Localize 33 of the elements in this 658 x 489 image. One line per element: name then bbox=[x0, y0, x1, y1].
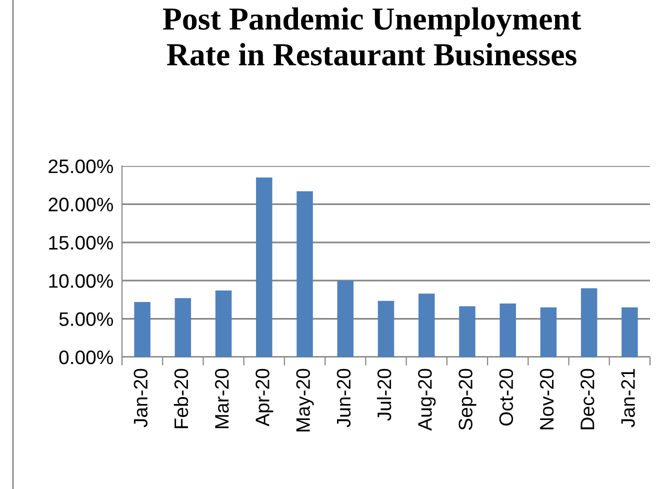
y-tick-label: 0.00% bbox=[59, 350, 113, 364]
x-tick-label: Mar-20 bbox=[214, 368, 229, 428]
x-tick-label: Aug-20 bbox=[418, 368, 436, 431]
bar bbox=[337, 280, 354, 357]
bar bbox=[296, 191, 313, 357]
x-tick-label: Jul-20 bbox=[376, 368, 392, 421]
bar bbox=[622, 307, 638, 357]
chart-title: Post Pandemic Unemployment Rate in Restaurant Businesses bbox=[162, 7, 582, 66]
bar bbox=[459, 306, 476, 357]
y-tick-label: 5.00% bbox=[59, 312, 113, 326]
x-tick-label: Apr-20 bbox=[256, 368, 274, 426]
x-tick-label: May-20 bbox=[296, 368, 314, 432]
x-tick-label: Jan-21 bbox=[621, 369, 635, 428]
x-tick-label: Jan-20 bbox=[134, 368, 148, 428]
bar bbox=[256, 177, 272, 357]
x-tick-label: Nov-20 bbox=[540, 368, 554, 430]
bar bbox=[580, 288, 598, 357]
bar bbox=[378, 300, 394, 357]
y-tick-label: 25.00% bbox=[48, 159, 113, 174]
x-tick-label: Oct-20 bbox=[499, 368, 514, 426]
y-tick-label: 10.00% bbox=[49, 274, 113, 288]
bar bbox=[540, 307, 557, 357]
x-tick-label: Jun-20 bbox=[336, 368, 351, 428]
x-tick-label: Feb-20 bbox=[174, 368, 188, 428]
bar bbox=[174, 298, 192, 357]
bar bbox=[418, 294, 435, 357]
x-tick-label: Sep-20 bbox=[458, 368, 476, 430]
bar bbox=[134, 302, 150, 357]
bar bbox=[500, 304, 516, 357]
y-tick-label: 20.00% bbox=[48, 198, 113, 212]
x-tick-label: Dec-20 bbox=[580, 368, 594, 430]
y-tick-label: 15.00% bbox=[49, 236, 113, 250]
bar bbox=[215, 290, 232, 357]
